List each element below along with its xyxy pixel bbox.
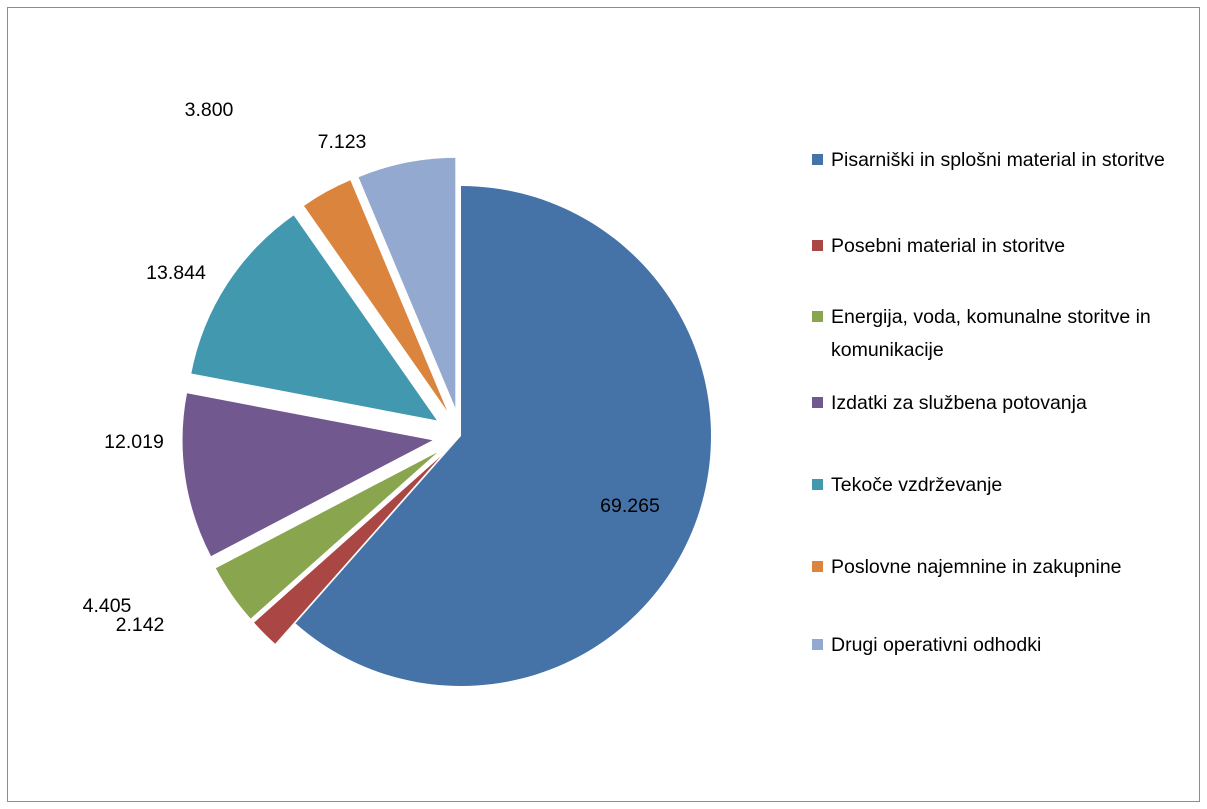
legend-label: Pisarniški in splošni material in storit…: [831, 149, 1165, 171]
legend-label: Poslovne najemnine in zakupnine: [831, 556, 1122, 578]
legend-swatch: [812, 240, 823, 251]
legend-item-pisarniski: Pisarniški in splošni material in storit…: [812, 144, 1202, 177]
legend-swatch: [812, 397, 823, 408]
legend-item-poslovne: Poslovne najemnine in zakupnine: [812, 551, 1202, 584]
legend-item-tekoce: Tekoče vzdrževanje: [812, 469, 1202, 502]
legend-swatch: [812, 154, 823, 165]
chart-frame: 69.265 2.142 4.405 12.019 13.844 3.800 7.123 P…: [7, 7, 1200, 802]
legend-label: Posebni material in storitve: [831, 235, 1066, 257]
legend-item-drugi: Drugi operativni odhodki: [812, 629, 1202, 662]
pie-slice-6: [304, 180, 448, 411]
legend-swatch: [812, 639, 823, 650]
pie-slice-4: [182, 393, 433, 557]
slice-value-label-6: 3.800: [185, 99, 234, 121]
pie-slice-5: [191, 215, 437, 421]
pie-slice-7: [358, 157, 456, 408]
legend-item-izdatki: Izdatki za službena potovanja: [812, 387, 1202, 420]
legend-label: Tekoče vzdrževanje: [831, 474, 1003, 496]
slice-value-label-5: 13.844: [146, 262, 206, 284]
slice-value-label-2: 2.142: [116, 614, 165, 636]
legend-label: Drugi operativni odhodki: [831, 634, 1042, 656]
legend-item-posebni: Posebni material in storitve: [812, 230, 1202, 263]
slice-value-label-4: 12.019: [104, 431, 164, 453]
legend-swatch: [812, 479, 823, 490]
legend-label: Energija, voda, komunalne storitve in ko…: [831, 306, 1151, 361]
legend-label: Izdatki za službena potovanja: [831, 392, 1087, 414]
slice-value-label-7: 7.123: [318, 131, 367, 153]
pie-slice-3: [215, 452, 438, 619]
slice-value-label-1: 69.265: [600, 495, 660, 517]
slice-value-label-3: 4.405: [83, 595, 132, 617]
legend-swatch: [812, 561, 823, 572]
pie-slice-1: [295, 186, 711, 686]
legend-swatch: [812, 311, 823, 322]
legend-item-energija: Energija, voda, komunalne storitve in ko…: [812, 301, 1202, 367]
pie-slice-2: [254, 456, 441, 644]
